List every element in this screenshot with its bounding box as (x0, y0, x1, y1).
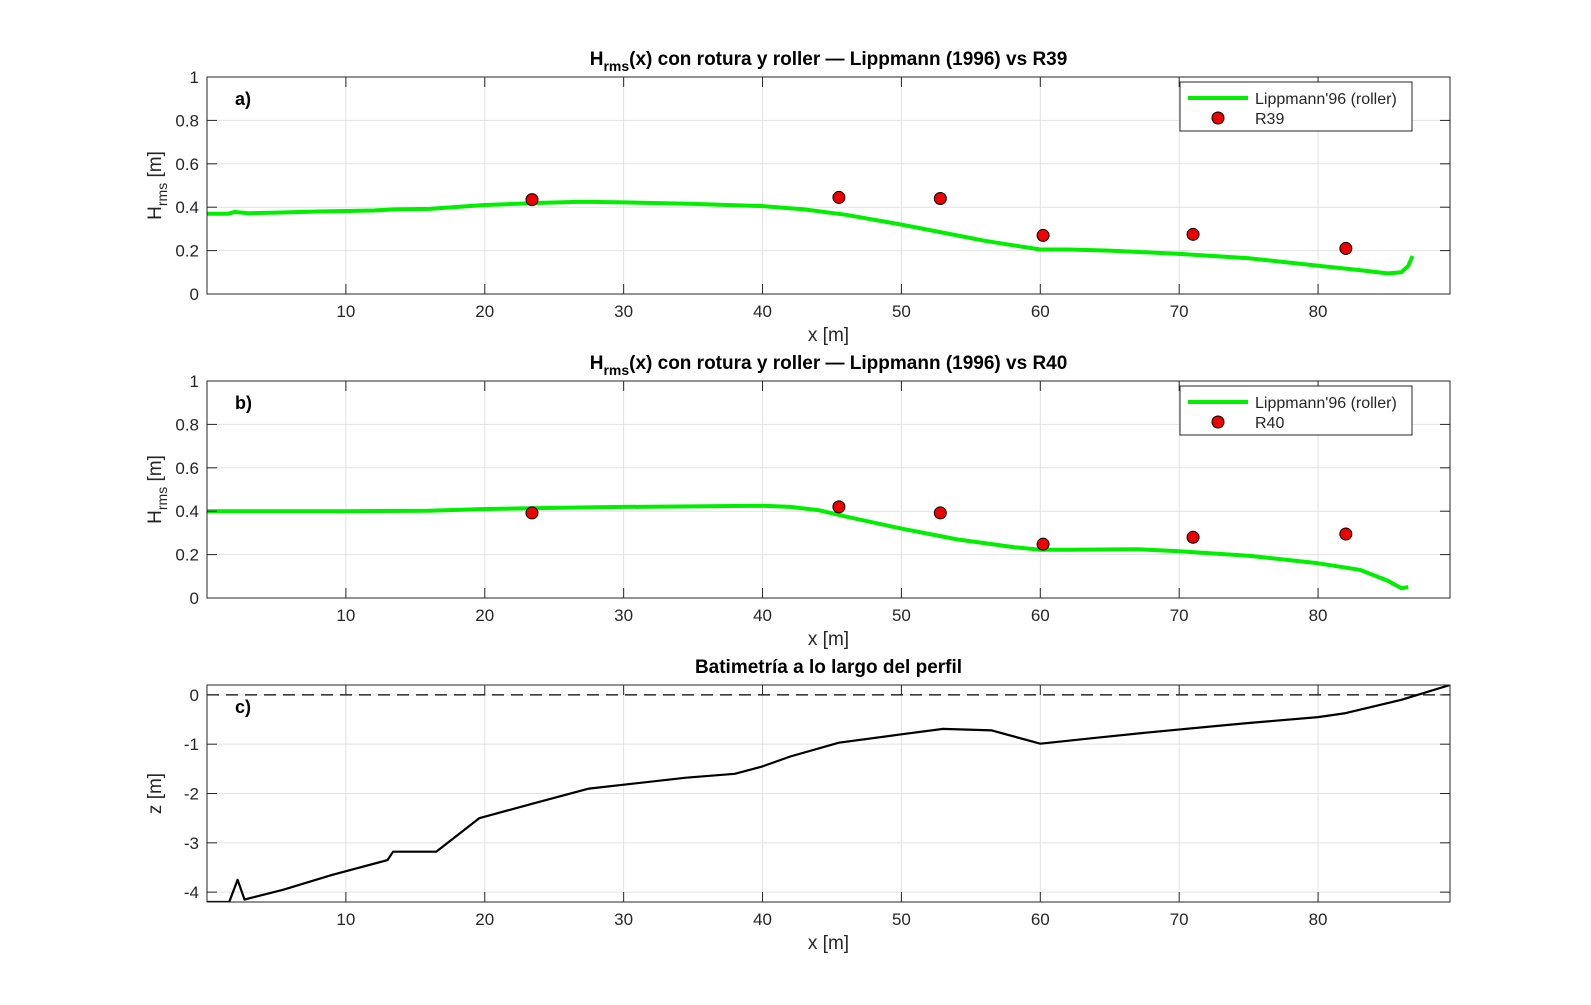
panel-2-legend-label: R40 (1255, 415, 1284, 432)
panel-1-legend-label: Lippmann'96 (roller) (1255, 91, 1397, 108)
panel-2-data-point (832, 500, 846, 514)
panel-1-ytick-label: 0 (190, 285, 199, 304)
panel-2-title: Hrms(x) con rotura y roller — Lippmann (… (590, 353, 1068, 378)
panel-2-ylabel-sub: rms (154, 487, 170, 510)
panel-1-xtick-label: 50 (892, 302, 911, 321)
panel-3-xtick-label: 70 (1170, 910, 1189, 929)
panel-2-xtick-label: 20 (475, 606, 494, 625)
panel-2-data-point (933, 506, 947, 520)
panel-2-xlabel: x [m] (808, 629, 849, 650)
panel-1-tag: a) (235, 89, 251, 109)
panel-2-xtick-label: 10 (336, 606, 355, 625)
panel-1-ylabel-unit: [m] (145, 151, 166, 183)
panel-3-xtick-label: 20 (475, 910, 494, 929)
panel-2-ytick-label: 0.8 (175, 415, 199, 434)
panel-2-xtick-label: 30 (614, 606, 633, 625)
panel-1-axes-box (206, 76, 1451, 295)
panel-2-legend: Lippmann'96 (roller) R40 (1179, 385, 1413, 436)
panel-1-data-point (1339, 241, 1353, 255)
panel-1-data-point (933, 192, 947, 206)
panel-3-xtick-label: 40 (753, 910, 772, 929)
panel-1-data-point (1036, 228, 1050, 242)
panel-2-legend-marker-swatch (1211, 415, 1225, 429)
panel-1-data-point (525, 193, 539, 207)
panel-2-ytick-label: 0.2 (175, 546, 199, 565)
panel-3-xtick-label: 60 (1031, 910, 1050, 929)
panel-3-series-line (207, 685, 1450, 902)
panel-3-ytick-label: -4 (184, 883, 199, 902)
panel-1-xtick-label: 20 (475, 302, 494, 321)
panel-2-data-point (525, 506, 539, 520)
panel-3-title: Batimetría a lo largo del perfil (695, 657, 962, 678)
panel-2-ytick-label: 1 (190, 372, 199, 391)
panel-3-xlabel: x [m] (808, 933, 849, 954)
panel-2: 10 20 30 40 50 60 70 80 0 0.2 0.4 0.6 0.8 1 x [m] Hrms … (145, 353, 1451, 650)
panel-2-data-point (1339, 527, 1353, 541)
panel-1-ytick-label: 1 (190, 68, 199, 87)
panel-3-tag: c) (235, 697, 251, 717)
panel-1-ytick-label: 0.6 (175, 155, 199, 174)
panel-3-xtick-label: 10 (336, 910, 355, 929)
panel-2-title-rest: (x) con rotura y roller — Lippmann (1996… (629, 353, 1067, 374)
panel-1-ylabel: Hrms [m] (145, 151, 170, 220)
panel-2-data-point (1186, 530, 1200, 544)
panel-1-ytick-label: 0.8 (175, 111, 199, 130)
panel-1-xtick-label: 10 (336, 302, 355, 321)
panel-1-xtick-label: 60 (1031, 302, 1050, 321)
panel-2-ylabel-main: H (145, 510, 166, 524)
panel-3-xtick-label: 30 (614, 910, 633, 929)
panel-2-ylabel: Hrms [m] (145, 455, 170, 524)
panel-1-legend-label: R39 (1255, 111, 1284, 128)
panel-2-ytick-label: 0.6 (175, 459, 199, 478)
panel-1: 10 20 30 40 50 60 70 80 0 0.2 0.4 0.6 0.8 1 x [m] Hrms … (145, 49, 1451, 346)
panel-2-ytick-label: 0 (190, 589, 199, 608)
panel-1-xlabel: x [m] (808, 325, 849, 346)
panel-1-ytick-label: 0.4 (175, 198, 199, 217)
panel-2-tag: b) (235, 393, 252, 413)
panel-3-ylabel: z [m] (145, 773, 166, 814)
panel-2-xtick-label: 60 (1031, 606, 1050, 625)
panel-2-data-point (1036, 537, 1050, 551)
panel-2-ylabel-unit: [m] (145, 455, 166, 487)
panel-2-series-line (207, 503, 1409, 591)
panel-2-xtick-label: 50 (892, 606, 911, 625)
panel-1-ytick-label: 0.2 (175, 242, 199, 261)
panel-1-title-main: H (590, 49, 604, 70)
panel-2-ytick-label: 0.4 (175, 502, 199, 521)
panel-1-title: Hrms(x) con rotura y roller — Lippmann (… (590, 49, 1068, 74)
panel-1-ylabel-main: H (145, 206, 166, 220)
panel-1-legend: Lippmann'96 (roller) R39 (1179, 81, 1413, 132)
panel-1-series-line (207, 199, 1415, 276)
panel-3-ytick-label: -3 (184, 834, 199, 853)
panel-1-title-rest: (x) con rotura y roller — Lippmann (1996… (629, 49, 1067, 70)
panel-3: 10 20 30 40 50 60 70 80 -4 -3 -2 -1 0 x [m] z [m] Batim… (145, 657, 1451, 954)
panel-3-ytick-label: -1 (184, 735, 199, 754)
panel-1-xtick-label: 70 (1170, 302, 1189, 321)
panel-2-legend-label: Lippmann'96 (roller) (1255, 395, 1397, 412)
panel-1-xtick-label: 80 (1309, 302, 1328, 321)
panel-2-xtick-label: 70 (1170, 606, 1189, 625)
panel-3-xtick-label: 80 (1309, 910, 1328, 929)
panel-2-axes-box (206, 380, 1451, 599)
panel-2-title-sub: rms (603, 362, 629, 378)
panel-2-title-main: H (590, 353, 604, 374)
panel-1-xtick-label: 40 (753, 302, 772, 321)
panel-1-data-point (832, 190, 846, 204)
panel-2-xtick-label: 80 (1309, 606, 1328, 625)
panel-1-ylabel-sub: rms (154, 183, 170, 206)
panel-3-ytick-label: 0 (190, 686, 199, 705)
panel-1-data-point (1186, 227, 1200, 241)
panel-3-xtick-label: 50 (892, 910, 911, 929)
panel-3-ytick-label: -2 (184, 785, 199, 804)
panel-2-xtick-label: 40 (753, 606, 772, 625)
panel-1-title-sub: rms (603, 58, 629, 74)
panel-1-legend-marker-swatch (1211, 111, 1225, 125)
panel-1-xtick-label: 30 (614, 302, 633, 321)
